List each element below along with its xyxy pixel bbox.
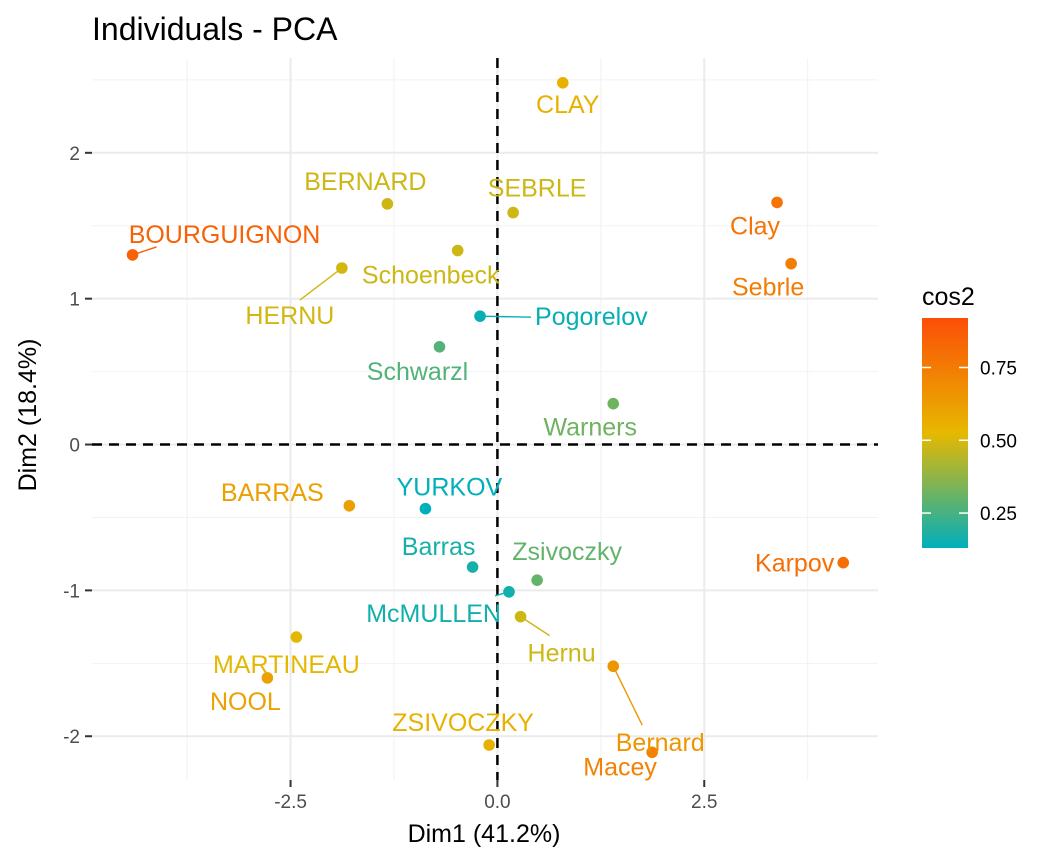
point-label: Barras (402, 533, 476, 561)
label-segment (299, 267, 343, 301)
point-pogorelov (474, 310, 486, 322)
point-label: MARTINEAU (213, 651, 360, 679)
panel-background (92, 58, 878, 780)
point-yurkov (419, 502, 432, 515)
point-bernard (607, 660, 620, 673)
point-warners (607, 397, 620, 410)
point-label: Macey (583, 753, 657, 781)
legend-tick-label: 0.25 (980, 504, 1017, 525)
label-segment (612, 665, 643, 726)
y-axis-title: Dim2 (18.4%) (14, 339, 42, 492)
point-macey (646, 746, 658, 759)
label-segment (480, 315, 532, 318)
point-label: Bernard (616, 729, 705, 757)
point-label: Schoenbeck (362, 262, 500, 290)
y-axis: -2 -1 0 1 2 (63, 144, 92, 748)
y-tick-label: 1 (69, 290, 80, 311)
point-nool (261, 672, 274, 684)
point-label: BOURGUIGNON (129, 221, 321, 249)
point-label: Schwarzl (367, 358, 468, 386)
x-axis-title: Dim1 (41.2%) (408, 820, 561, 848)
point-label: YURKOV (397, 474, 503, 502)
point-barras (466, 561, 479, 573)
point-label: Pogorelov (535, 303, 648, 331)
y-tick-label: -1 (63, 581, 80, 602)
point-label: NOOL (210, 688, 281, 716)
point-label: Karpov (755, 550, 835, 578)
point-hernu (514, 610, 527, 623)
y-tick-label: -2 (63, 727, 80, 748)
x-tick-label: -2.5 (274, 792, 307, 813)
point-label: ZSIVOCZKY (392, 709, 534, 737)
point-label: Clay (730, 212, 781, 240)
point-barras (343, 499, 356, 512)
point-label: CLAY (536, 91, 600, 119)
legend-tick-label: 0.50 (980, 431, 1017, 452)
points (126, 76, 850, 759)
cos2-legend: cos2 0.25 0.50 0.75 (922, 283, 1017, 548)
point-zsivoczky (531, 574, 543, 586)
legend-tick-label: 0.75 (980, 358, 1017, 379)
point-label: Hernu (528, 640, 596, 668)
point-label: BERNARD (304, 168, 426, 196)
point-martineau (290, 631, 303, 643)
point-mcmullen (503, 586, 515, 598)
point-label: Sebrle (732, 274, 804, 302)
y-tick-label: 0 (69, 436, 80, 457)
x-tick-label: 0.0 (484, 792, 510, 813)
point-label: HERNU (245, 302, 334, 330)
point-zsivoczky (483, 739, 495, 751)
point-sebrle (507, 206, 519, 219)
legend-title: cos2 (922, 283, 975, 311)
point-label: McMULLEN (366, 600, 501, 628)
point-hernu (336, 262, 348, 274)
point-clay (556, 76, 569, 89)
point-bernard (381, 198, 394, 210)
point-clay (771, 196, 783, 209)
point-labels: SEBRLE CLAY BERNARD YURKOV ZSIVOCZKY McMULLEN… (129, 91, 835, 781)
point-label: BARRAS (221, 479, 324, 507)
point-label: SEBRLE (488, 175, 587, 203)
chart-title: Individuals - PCA (92, 11, 338, 47)
point-schoenbeck (451, 244, 464, 257)
point-label: Warners (543, 414, 637, 442)
plot-panel: SEBRLE CLAY BERNARD YURKOV ZSIVOCZKY McMULLEN… (92, 58, 878, 781)
legend-colorbar (922, 318, 968, 548)
x-axis: -2.5 0.0 2.5 (274, 780, 717, 813)
point-bourguignon (126, 249, 139, 261)
point-sebrle (785, 257, 797, 270)
y-tick-label: 2 (69, 144, 80, 165)
point-karpov (837, 556, 850, 569)
point-label: Zsivoczky (512, 538, 622, 566)
point-schwarzl (433, 341, 446, 353)
x-tick-label: 2.5 (691, 792, 717, 813)
